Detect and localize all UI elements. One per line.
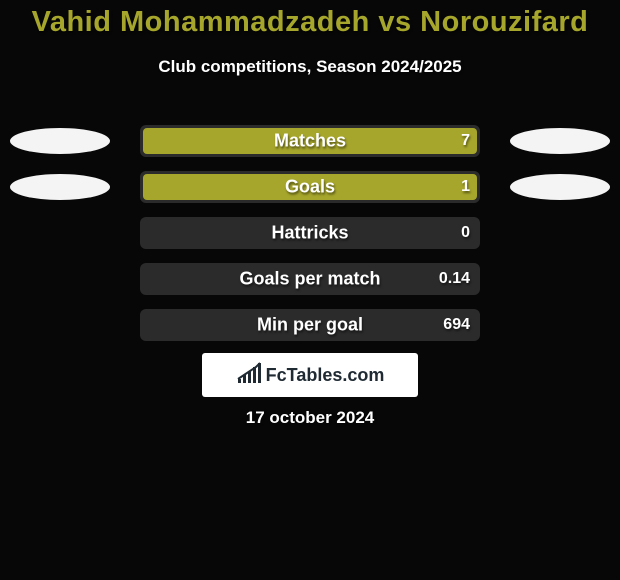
page-title: Vahid Mohammadzadeh vs Norouzifard [0,0,620,39]
stat-row: Goals per match0.14 [0,256,620,302]
stat-bar-fill [143,128,477,154]
comparison-infographic: Vahid Mohammadzadeh vs Norouzifard Club … [0,0,620,580]
stat-label: Goals per match [140,269,480,290]
stat-label: Hattricks [140,223,480,244]
stat-row: Matches7 [0,118,620,164]
bars-icon [236,362,262,389]
stat-value: 0 [461,224,470,242]
stat-value: 0.14 [439,270,470,288]
brand-prefix: Fc [266,365,287,385]
stat-row: Min per goal694 [0,302,620,348]
brand-text: FcTables.com [266,365,385,386]
stat-label: Min per goal [140,315,480,336]
stat-value: 694 [443,316,470,334]
brand-suffix: .com [342,365,384,385]
player-left-marker [10,128,110,154]
stat-bar: Matches7 [140,125,480,157]
brand-badge: FcTables.com [202,353,418,397]
stat-row: Hattricks0 [0,210,620,256]
stat-row: Goals1 [0,164,620,210]
stat-bar-fill [143,174,477,200]
stat-bars: Matches7Goals1Hattricks0Goals per match0… [0,118,620,348]
page-subtitle: Club competitions, Season 2024/2025 [0,57,620,77]
player-right-marker [510,128,610,154]
date-text: 17 october 2024 [0,408,620,428]
stat-bar: Goals1 [140,171,480,203]
brand-main: Tables [287,365,343,385]
stat-bar: Min per goal694 [140,309,480,341]
player-right-marker [510,174,610,200]
stat-bar: Hattricks0 [140,217,480,249]
player-left-marker [10,174,110,200]
stat-bar: Goals per match0.14 [140,263,480,295]
